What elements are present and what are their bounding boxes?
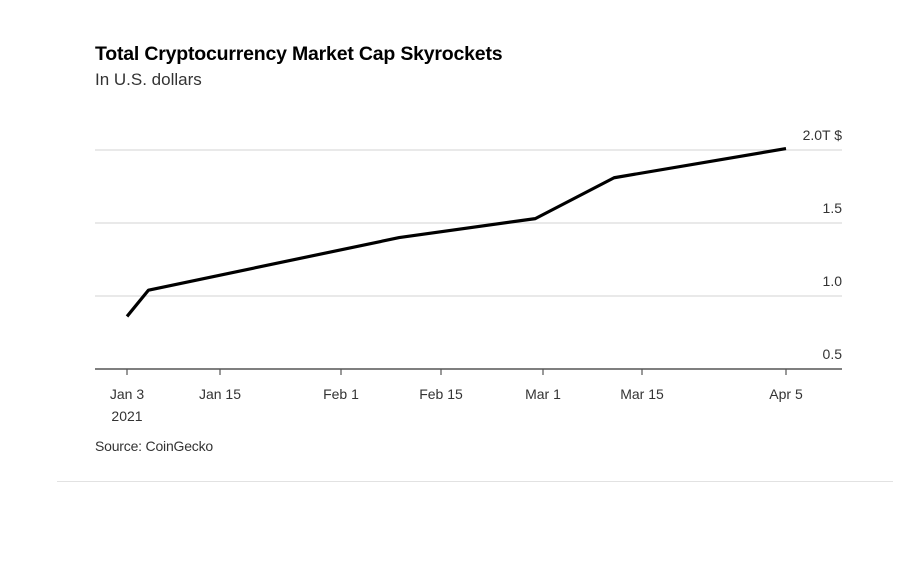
x-axis: Jan 3 2021 Jan 15 Feb 1 Feb 15 Mar 1 Mar 15 Apr… <box>95 368 842 424</box>
source-note: Source: CoinGecko <box>95 438 213 454</box>
x-tick-label: Apr 5 <box>769 386 803 402</box>
x-tick-label: Feb 15 <box>419 386 463 402</box>
x-tick-label: Mar 1 <box>525 386 561 402</box>
data-point <box>613 176 616 179</box>
data-point <box>534 217 537 220</box>
y-axis: 2.0T $ 1.5 1.0 0.5 <box>803 127 843 362</box>
data-point <box>126 315 129 318</box>
y-tick-label: 1.5 <box>823 200 843 216</box>
y-tick-label: 1.0 <box>823 273 843 289</box>
series-layer <box>125 146 788 318</box>
x-tick-sublabel: 2021 <box>111 408 142 424</box>
series-line <box>125 146 787 318</box>
y-tick-label: 0.5 <box>823 346 843 362</box>
x-tick-label: Feb 1 <box>323 386 359 402</box>
x-tick-label: Jan 3 <box>110 386 144 402</box>
x-tick-label: Mar 15 <box>620 386 664 402</box>
chart-title: Total Cryptocurrency Market Cap Skyrocke… <box>95 43 503 65</box>
gridlines <box>95 149 842 297</box>
data-point <box>785 147 788 150</box>
y-tick-label: 2.0T $ <box>803 127 843 143</box>
bottom-divider <box>57 481 893 482</box>
data-point <box>147 289 150 292</box>
chart-subtitle: In U.S. dollars <box>95 70 202 89</box>
x-tick-label: Jan 15 <box>199 386 241 402</box>
data-point <box>398 236 401 239</box>
